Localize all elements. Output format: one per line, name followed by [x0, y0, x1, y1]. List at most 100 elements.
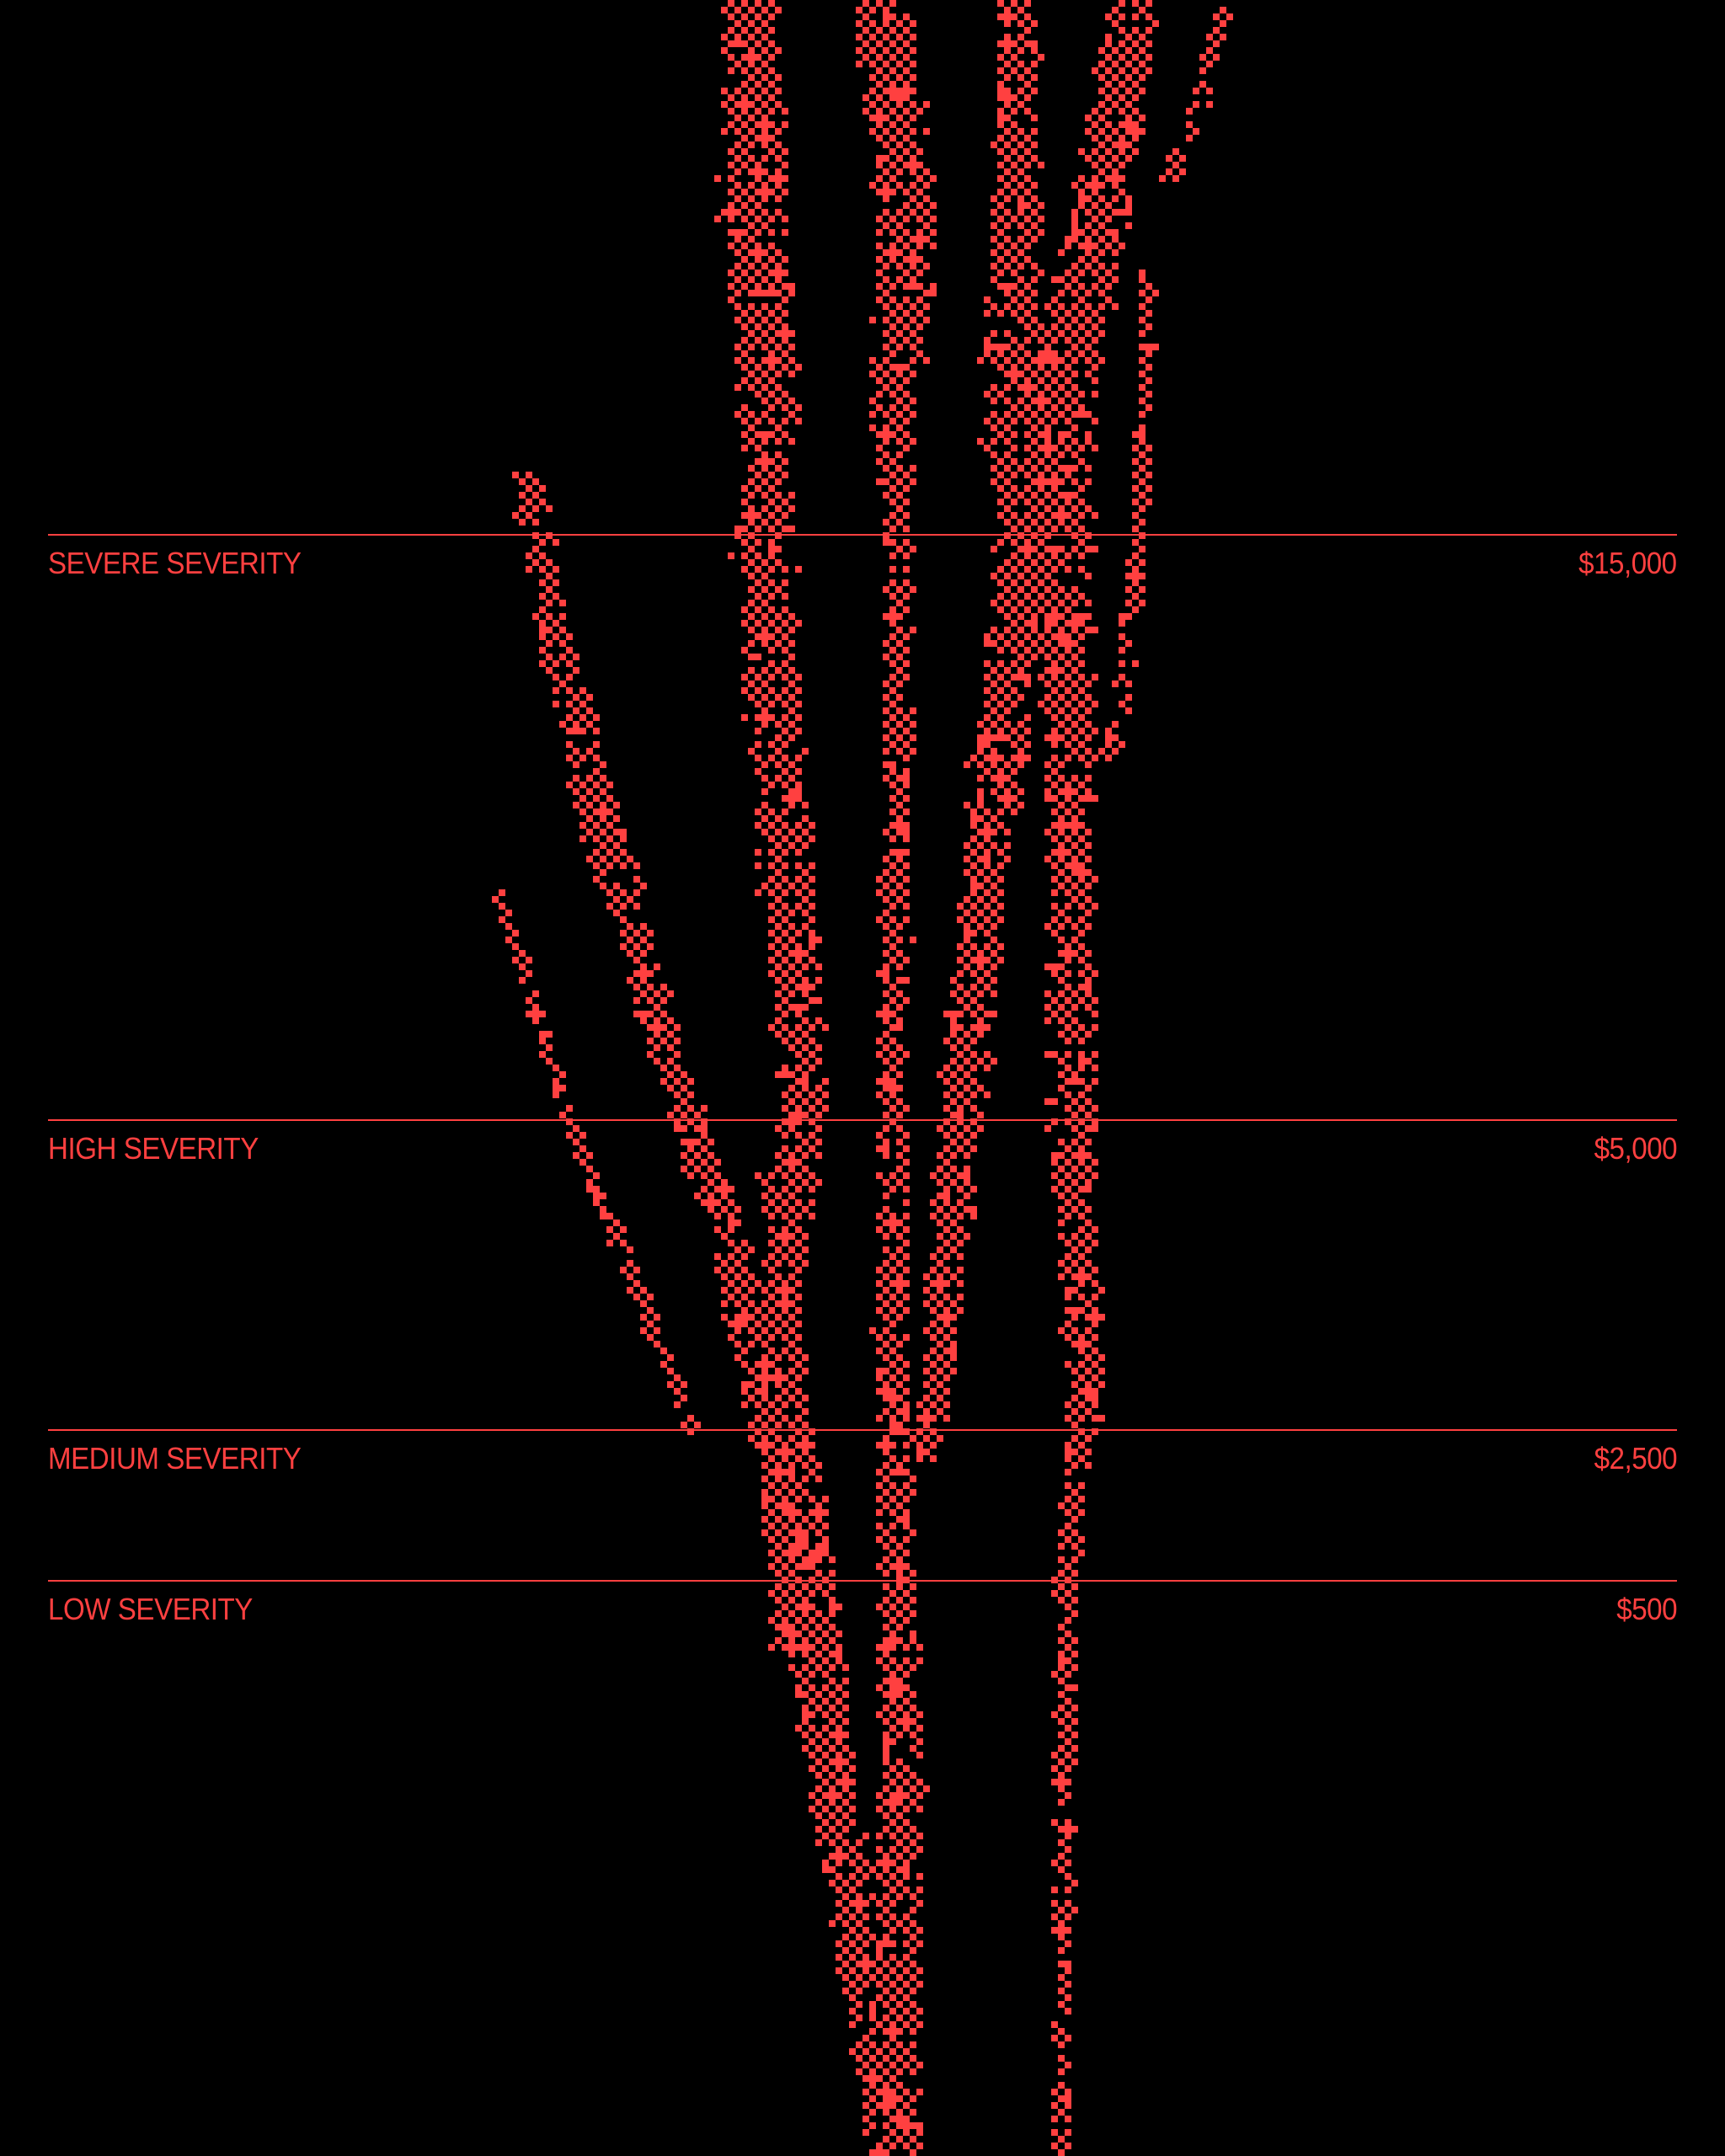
pixel-cell: [761, 775, 768, 782]
pixel-cell: [782, 1624, 788, 1630]
pixel-cell: [889, 808, 896, 815]
pixel-cell: [903, 310, 910, 317]
pixel-cell: [1112, 88, 1119, 94]
pixel-cell: [1092, 135, 1098, 141]
pixel-cell: [573, 761, 579, 768]
pixel-cell: [660, 997, 667, 1004]
pixel-cell: [768, 1294, 775, 1300]
pixel-cell: [1058, 249, 1065, 256]
pixel-cell: [829, 1853, 836, 1860]
pixel-cell: [1105, 243, 1112, 249]
pixel-cell: [984, 1091, 991, 1098]
pixel-cell: [1125, 680, 1132, 687]
pixel-cell: [903, 822, 910, 829]
pixel-cell: [1065, 1038, 1071, 1044]
pixel-cell: [883, 883, 889, 889]
pixel-cell: [896, 1563, 903, 1570]
pixel-cell: [903, 977, 910, 984]
pixel-cell: [1065, 1199, 1071, 1206]
pixel-cell: [910, 1988, 916, 1994]
pixel-cell: [1044, 627, 1051, 633]
pixel-cell: [964, 937, 970, 943]
pixel-cell: [883, 1853, 889, 1860]
pixel-cell: [768, 1550, 775, 1556]
pixel-cell: [775, 842, 782, 849]
pixel-cell: [1051, 1051, 1058, 1058]
pixel-cell: [916, 2008, 923, 2015]
pixel-cell: [1004, 371, 1011, 377]
pixel-cell: [573, 728, 579, 734]
pixel-cell: [734, 88, 741, 94]
pixel-cell: [795, 1307, 802, 1314]
pixel-cell: [984, 916, 991, 923]
pixel-cell: [903, 889, 910, 896]
pixel-cell: [687, 1428, 694, 1435]
pixel-cell: [768, 1280, 775, 1287]
pixel-cell: [1085, 317, 1092, 323]
pixel-cell: [809, 1684, 815, 1691]
pixel-cell: [883, 61, 889, 67]
pixel-cell: [1044, 963, 1051, 970]
pixel-cell: [1024, 81, 1031, 88]
pixel-cell: [1125, 640, 1132, 647]
pixel-cell: [782, 822, 788, 829]
pixel-cell: [748, 1273, 755, 1280]
pixel-cell: [1125, 47, 1132, 54]
pixel-cell: [903, 1469, 910, 1476]
pixel-cell: [984, 1065, 991, 1071]
pixel-cell: [1051, 1186, 1058, 1193]
pixel-cell: [734, 61, 741, 67]
pixel-cell: [809, 1172, 815, 1179]
pixel-cell: [1058, 519, 1065, 526]
pixel-cell: [1098, 748, 1105, 755]
pixel-cell: [761, 61, 768, 67]
pixel-cell: [822, 1543, 829, 1550]
pixel-cell: [997, 674, 1004, 680]
pixel-cell: [1085, 984, 1092, 990]
pixel-cell: [620, 849, 627, 856]
pixel-cell: [1166, 168, 1172, 175]
pixel-cell: [896, 1024, 903, 1031]
pixel-cell: [896, 1920, 903, 1927]
pixel-cell: [728, 1253, 734, 1260]
pixel-cell: [1031, 141, 1038, 148]
pixel-cell: [539, 1051, 546, 1058]
pixel-cell: [869, 128, 876, 135]
pixel-cell: [916, 1644, 923, 1651]
pixel-cell: [1092, 1065, 1098, 1071]
pixel-cell: [768, 633, 775, 640]
pixel-cell: [620, 1267, 627, 1273]
pixel-cell: [1085, 1435, 1092, 1442]
pixel-cell: [1011, 633, 1017, 640]
pixel-cell: [876, 1482, 883, 1489]
pixel-cell: [768, 714, 775, 721]
tier-divider: [48, 1119, 1677, 1121]
pixel-cell: [957, 1267, 964, 1273]
pixel-cell: [889, 1105, 896, 1112]
pixel-cell: [1058, 1260, 1065, 1267]
pixel-cell: [768, 1374, 775, 1381]
pixel-cell: [782, 1442, 788, 1449]
pixel-cell: [1024, 296, 1031, 303]
pixel-cell: [883, 1880, 889, 1886]
pixel-cell: [916, 2089, 923, 2095]
pixel-cell: [1065, 1496, 1071, 1502]
pixel-cell: [1071, 1435, 1078, 1442]
pixel-cell: [896, 1408, 903, 1415]
pixel-cell: [788, 1476, 795, 1482]
pixel-cell: [809, 1644, 815, 1651]
pixel-cell: [984, 822, 991, 829]
pixel-cell: [734, 141, 741, 148]
pixel-cell: [876, 1442, 883, 1449]
pixel-cell: [896, 20, 903, 27]
pixel-cell: [903, 660, 910, 667]
pixel-cell: [775, 7, 782, 13]
pixel-cell: [539, 552, 546, 559]
pixel-cell: [923, 1381, 930, 1388]
pixel-cell: [559, 1071, 566, 1078]
pixel-cell: [856, 1839, 862, 1846]
pixel-cell: [741, 0, 748, 7]
pixel-cell: [923, 1287, 930, 1294]
pixel-cell: [889, 1678, 896, 1684]
pixel-cell: [546, 654, 553, 660]
